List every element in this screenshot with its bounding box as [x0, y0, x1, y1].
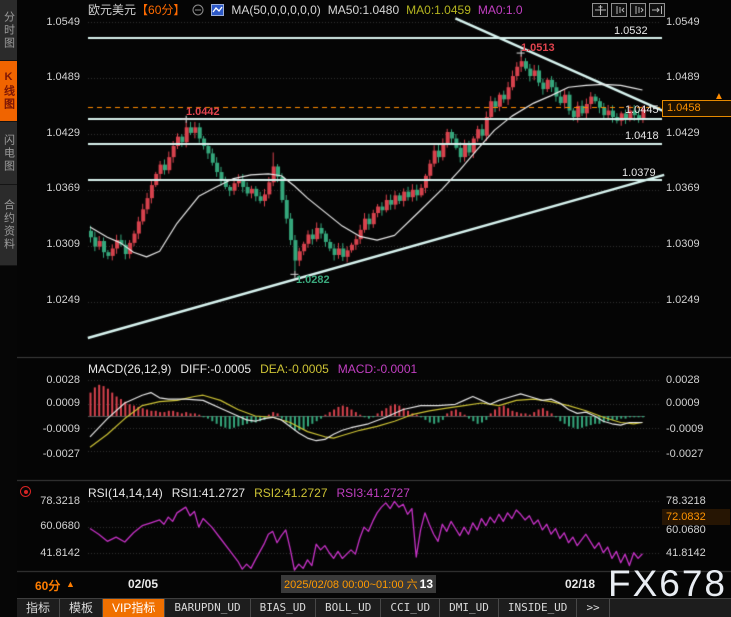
tab-more[interactable]: >>: [577, 599, 610, 617]
rsi-tick: 60.0680: [40, 520, 80, 532]
macd-tick: 0.0009: [666, 397, 700, 409]
macd-value: MACD:-0.0001: [337, 362, 418, 376]
price-tick: 1.0549: [666, 16, 700, 28]
pan-tool-icon[interactable]: [592, 3, 608, 17]
rsi-title: RSI(14,14,14): [88, 486, 163, 500]
ma0-yellow-value: MA0:1.0459: [406, 2, 471, 17]
rsi2-value: RSI2:41.2727: [254, 486, 328, 500]
ma-settings-label: MA(50,0,0,0,0,0): [231, 2, 321, 17]
rsi-tick: 78.3218: [40, 495, 80, 507]
sidebar-tab-kline-chart[interactable]: K线图: [0, 61, 17, 122]
tab-bias[interactable]: BIAS_UD: [251, 599, 316, 617]
price-tick: 1.0369: [666, 182, 700, 194]
selected-time-range: 2025/02/08 00:00~01:00 六 13: [281, 575, 437, 593]
price-tick: 1.0309: [46, 238, 80, 250]
tab-templates[interactable]: 模板: [60, 599, 104, 617]
chart-tool-icons: [592, 3, 665, 17]
collapse-icon[interactable]: [192, 4, 204, 16]
peak-price-label: 1.0513: [521, 42, 555, 54]
macd-tick: -0.0009: [42, 423, 80, 435]
level-label: 1.0418: [625, 130, 659, 142]
rsi1-value: RSI1:41.2727: [171, 486, 246, 500]
range-day: 13: [419, 577, 434, 591]
left-high-price-label: 1.0442: [186, 106, 220, 118]
price-tick: 1.0369: [46, 182, 80, 194]
date-label: 02/18: [565, 577, 596, 591]
macd-header: MACD(26,12,9) DIFF:-0.0005 DEA:-0.0005 M…: [88, 362, 417, 376]
tab-dmi[interactable]: DMI_UD: [440, 599, 499, 617]
period-up-arrow-icon[interactable]: ▲: [66, 579, 75, 589]
price-tick: 1.0249: [46, 294, 80, 306]
price-tick: 1.0429: [46, 127, 80, 139]
macd-tick: -0.0009: [666, 423, 704, 435]
low-price-label: 1.0282: [296, 274, 330, 286]
period-label: 【60分】: [136, 3, 186, 17]
rsi-tick: 41.8142: [666, 547, 706, 559]
tab-cci[interactable]: CCI_UD: [381, 599, 441, 617]
price-tick: 1.0429: [666, 127, 700, 139]
current-price-box: 1.0458: [662, 100, 731, 117]
rsi3-value: RSI3:41.2727: [336, 486, 410, 500]
sidebar: 分时图 K线图 闪电图 合约资料: [0, 0, 17, 617]
rsi-tick: 41.8142: [40, 547, 80, 559]
macd-diff-value: DIFF:-0.0005: [180, 362, 252, 376]
time-axis: 60分 ▲ 02/05 2025/02/08 00:00~01:00 六 13 …: [17, 573, 731, 597]
price-tick: 1.0309: [666, 238, 700, 250]
tab-boll[interactable]: BOLL_UD: [316, 599, 382, 617]
chart-header: 欧元美元 【60分】 MA(50,0,0,0,0,0) MA50:1.0480 …: [88, 2, 523, 18]
macd-tick: 0.0009: [46, 397, 80, 409]
price-up-arrow-icon: ▲: [714, 91, 724, 102]
rsi-highlight-box: 72.0832: [662, 509, 730, 525]
level-label: 1.0532: [614, 25, 648, 37]
period-button[interactable]: 60分: [35, 579, 61, 593]
tab-barupdn[interactable]: BARUPDN_UD: [165, 599, 251, 617]
level-label: 1.0379: [622, 167, 656, 179]
sidebar-tab-lightning-chart[interactable]: 闪电图: [0, 122, 17, 185]
date-label: 02/05: [128, 577, 159, 591]
macd-dea-value: DEA:-0.0005: [260, 362, 329, 376]
scroll-latest-icon[interactable]: [649, 3, 665, 17]
macd-tick: 0.0028: [46, 374, 80, 386]
tab-inside[interactable]: INSIDE_UD: [499, 599, 578, 617]
fx678-watermark: FX678: [607, 563, 727, 604]
level-label: 1.0445: [625, 104, 659, 116]
chart-type-icon[interactable]: [211, 3, 225, 16]
macd-tick: 0.0028: [666, 374, 700, 386]
ma50-value: MA50:1.0480: [327, 2, 400, 17]
ma0-magenta-value: MA0:1.0: [477, 2, 523, 17]
macd-title: MACD(26,12,9): [88, 362, 172, 376]
sidebar-tab-contract-info[interactable]: 合约资料: [0, 185, 17, 266]
symbol-title: 欧元美元: [88, 3, 137, 17]
price-tick: 1.0249: [666, 294, 700, 306]
rsi-header: RSI(14,14,14) RSI1:41.2727 RSI2:41.2727 …: [88, 486, 410, 500]
price-tick: 1.0489: [666, 71, 700, 83]
sidebar-tab-time-chart[interactable]: 分时图: [0, 0, 17, 61]
macd-tick: -0.0027: [42, 448, 80, 460]
bottom-toolbar: 指标 模板 VIP指标 BARUPDN_UD BIAS_UD BOLL_UD C…: [17, 598, 731, 617]
price-tick: 1.0549: [46, 16, 80, 28]
zoom-out-candles-icon[interactable]: [611, 3, 627, 17]
macd-tick: -0.0027: [666, 448, 704, 460]
price-tick: 1.0489: [46, 71, 80, 83]
rsi-tick: 60.0680: [666, 524, 706, 536]
tab-vip-indicators[interactable]: VIP指标: [103, 599, 166, 617]
indicator-settings-icon[interactable]: [20, 486, 31, 497]
zoom-in-candles-icon[interactable]: [630, 3, 646, 17]
rsi-tick: 78.3218: [666, 495, 706, 507]
tab-indicators[interactable]: 指标: [17, 599, 61, 617]
